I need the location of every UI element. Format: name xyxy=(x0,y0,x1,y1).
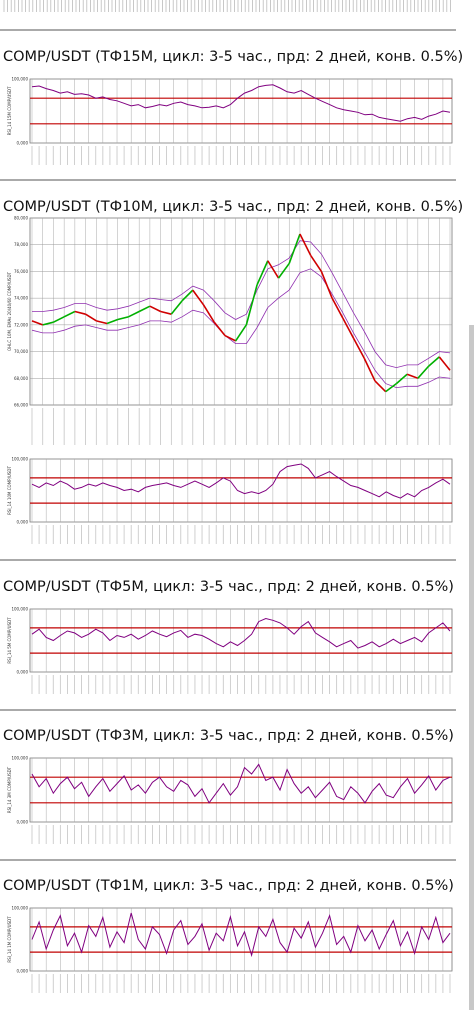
y-tick-label: 80,000 xyxy=(14,216,28,221)
y-tick-label: 70,000 xyxy=(14,349,28,354)
plot-area xyxy=(29,757,453,823)
price-segment xyxy=(74,310,86,315)
price-segment xyxy=(352,337,365,359)
price-segment xyxy=(192,289,205,306)
y-tick-label: 100,000 xyxy=(11,457,28,462)
price-segment xyxy=(42,321,54,326)
y-tick-label: 0,000 xyxy=(17,820,29,825)
scrollbar[interactable] xyxy=(469,325,474,1010)
price-segment xyxy=(181,289,194,302)
y-tick-label: 100,000 xyxy=(11,607,28,612)
price-segment xyxy=(106,318,119,325)
price-segment xyxy=(320,271,333,299)
price-segment xyxy=(138,305,151,313)
price-segment xyxy=(331,297,344,319)
y-tick-label: 74,000 xyxy=(14,296,28,301)
price-segment xyxy=(342,317,355,339)
y-axis-label: RSI_14 10M COMP/USDT xyxy=(7,466,12,515)
price-segment xyxy=(63,310,76,318)
price-segment xyxy=(374,380,387,393)
price-segment xyxy=(96,320,108,325)
y-tick-label: 0,000 xyxy=(17,141,29,146)
chart-heading: COMP/USDT (ТФ15М, цикл: 3-5 час., прд: 2… xyxy=(3,49,463,65)
price-segment xyxy=(428,356,440,367)
price-segment xyxy=(299,233,312,256)
series-line xyxy=(31,617,451,649)
price-segment xyxy=(385,382,397,393)
plot-area xyxy=(29,217,453,406)
y-tick-label: 78,000 xyxy=(14,242,28,247)
y-tick-label: 100,000 xyxy=(11,77,28,82)
price-segment xyxy=(128,310,140,318)
series-line xyxy=(31,463,451,499)
plot-area xyxy=(29,608,453,673)
price-segment xyxy=(149,305,161,313)
price-segment xyxy=(85,313,97,322)
price-segment xyxy=(160,310,172,315)
y-tick-label: 68,000 xyxy=(14,376,28,381)
series-line xyxy=(31,84,451,122)
series-line xyxy=(32,240,451,369)
price-segment xyxy=(53,316,65,323)
chart-heading: COMP/USDT (ТФ5М, цикл: 3-5 час., прд: 2 … xyxy=(3,579,454,595)
series-line xyxy=(31,912,451,958)
series-line xyxy=(31,268,451,389)
y-tick-label: 100,000 xyxy=(11,756,28,761)
price-segment xyxy=(395,373,408,385)
y-tick-label: 0,000 xyxy=(17,969,29,974)
y-axis-label: OHLC 10M, EMAs 20/40/60 COMP/USDT xyxy=(7,271,12,351)
chart-heading: COMP/USDT (ТФ1М, цикл: 3-5 час., прд: 2 … xyxy=(3,878,454,894)
price-segment xyxy=(256,260,269,286)
price-segment xyxy=(277,262,290,279)
y-tick-label: 66,000 xyxy=(14,403,28,408)
price-segment xyxy=(202,304,215,323)
y-tick-label: 100,000 xyxy=(11,906,28,911)
y-axis-label: RSI_14 3M COMP/USDT xyxy=(7,766,12,813)
price-segment xyxy=(224,334,236,342)
price-segment xyxy=(267,260,280,279)
y-axis-label: RSI_14 5M COMP/USDT xyxy=(7,617,12,664)
price-segment xyxy=(438,356,451,371)
price-segment xyxy=(31,320,43,326)
chart-heading: COMP/USDT (ТФ10М, цикл: 3-5 час., прд: 2… xyxy=(3,199,463,215)
price-segment xyxy=(117,316,129,321)
price-segment xyxy=(245,284,258,326)
y-tick-label: 72,000 xyxy=(14,322,28,327)
y-tick-label: 0,000 xyxy=(17,520,29,525)
price-segment xyxy=(310,254,323,272)
price-segment xyxy=(406,373,419,380)
price-segment xyxy=(170,300,183,315)
chart-heading: COMP/USDT (ТФ3М, цикл: 3-5 час., прд: 2 … xyxy=(3,728,454,744)
plot-area xyxy=(29,458,453,523)
y-axis-label: RSI_14 1M COMP/USDT xyxy=(7,916,12,963)
price-segment xyxy=(213,321,226,337)
y-tick-label: 0,000 xyxy=(17,670,29,675)
price-segment xyxy=(234,324,248,342)
y-axis-label: RSI_14 15M COMP/USDT xyxy=(7,86,12,135)
price-segment xyxy=(288,233,301,264)
price-segment xyxy=(417,365,430,379)
plot-area xyxy=(29,78,453,144)
y-tick-label: 76,000 xyxy=(14,269,28,274)
series-line xyxy=(31,763,451,804)
price-segment xyxy=(363,357,376,382)
